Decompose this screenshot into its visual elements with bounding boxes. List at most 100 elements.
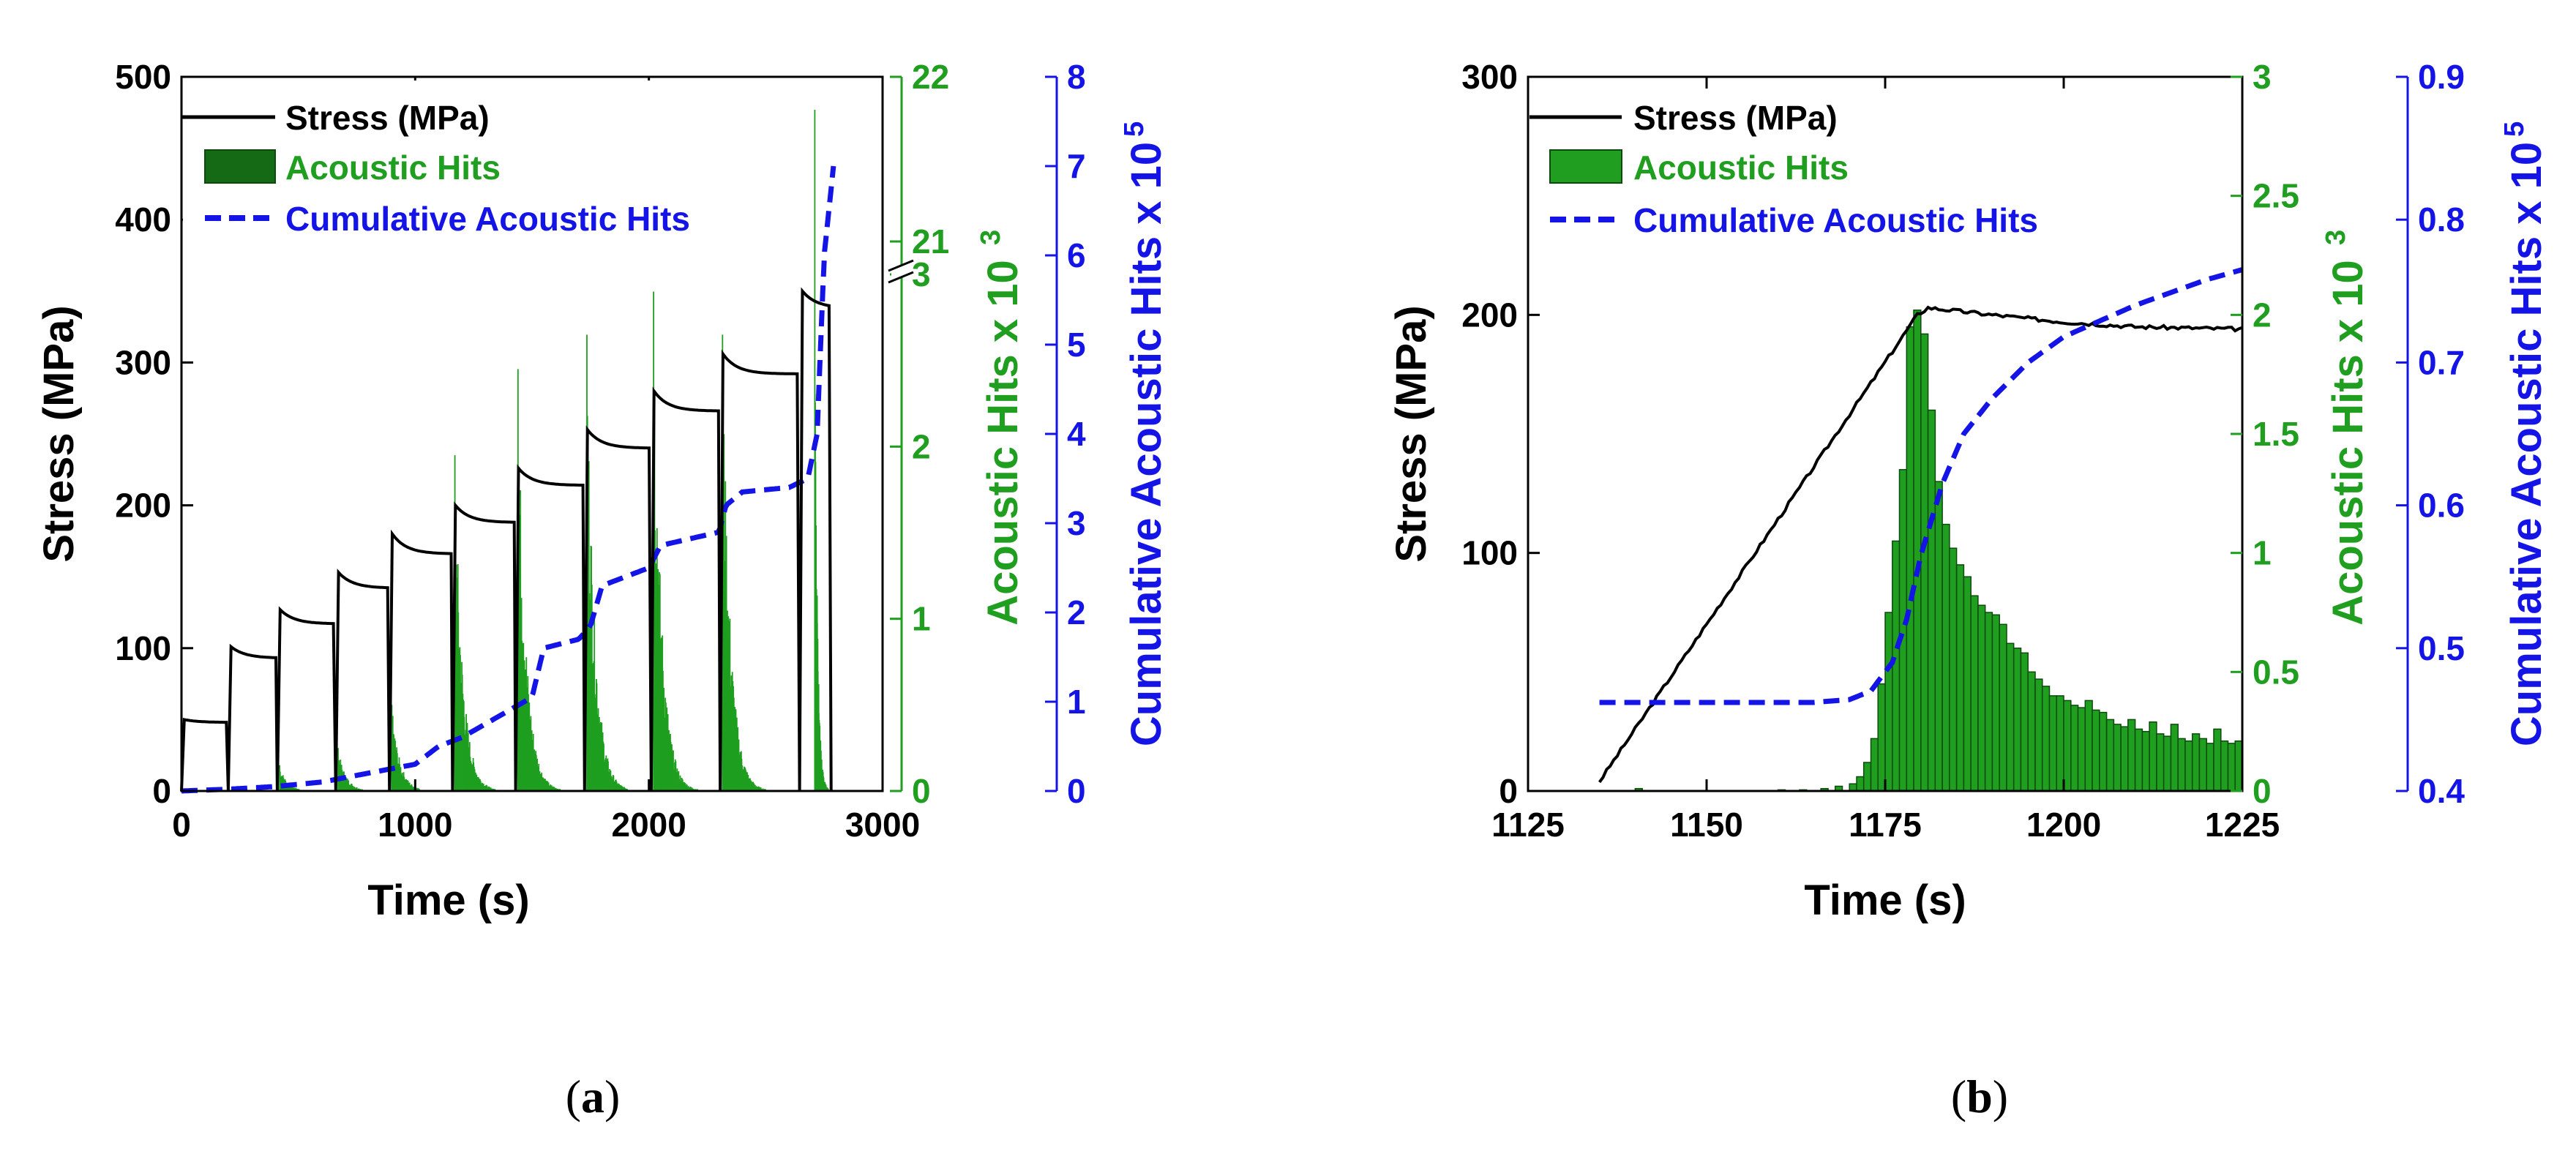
chart-a-ylabel-right: Cumulative Acoustic Hits x 10 5 [1119,121,1170,746]
legend-a-cumulative-label: Cumulative Acoustic Hits [285,200,690,238]
histogram-bar [2041,686,2051,792]
histogram-bar [1934,481,1943,792]
y-hits-tick-label: 2.5 [2253,177,2299,215]
chart-a-ylabel-mid-exponent: 3 [976,230,1006,245]
histogram-bar [2113,724,2122,792]
chart-a-ylabel-left: Stress (MPa) [35,305,83,562]
histogram-bar [1870,738,1879,792]
caption-a: (a) [566,1071,621,1122]
chart-b: 1125 1150 1175 1200 1225010020030000.511.522… [1388,58,2550,924]
y-left-tick-label: 100 [115,629,171,667]
histogram-bar [2156,733,2165,792]
chart-b-xlabel: Time (s) [1804,877,1966,924]
y-hits-tick-label: 2 [2253,296,2272,334]
histogram-bar [2006,642,2015,792]
chart-a-ylabel-right-text: Cumulative Acoustic Hits x 10 [1123,142,1170,746]
y-hits-tick-label: 1 [912,600,931,638]
x-tick-label: 0 [172,806,191,844]
histogram-bar [1999,623,2007,792]
histogram-bar [2120,726,2129,792]
y-left-tick-label: 0 [1499,772,1518,810]
acoustic-hits-histogram [1634,310,2243,792]
y-hits-tick-label: 21 [912,222,949,260]
y-left-tick-label: 300 [1461,58,1518,96]
histogram-bar [2048,695,2058,792]
y-hits-tick-label: 2 [912,427,931,465]
histogram-bar [2092,709,2100,792]
histogram-bar [2027,671,2036,792]
x-tick-label: 1175 [1849,806,1922,844]
histogram-bar [2141,730,2150,792]
histogram-bar [2163,735,2172,792]
y-hits-tick-label: 3 [2253,58,2272,96]
histogram-bar [1991,614,2000,792]
histogram-bar [2099,711,2108,792]
y-hits-tick-label: 22 [912,58,949,96]
legend-b-hits-label: Acoustic Hits [1633,149,1849,187]
y-cumulative-tick-label: 0.5 [2418,629,2465,667]
histogram-bar [2134,728,2143,792]
chart-a-hits-axis-break [888,259,914,284]
chart-b-ylabel-mid: Acoustic Hits x 10 3 [2321,230,2372,626]
histogram-bar [2127,719,2136,792]
histogram-bar [2149,721,2157,792]
chart-b-ylabel-mid-text: Acoustic Hits x 10 [2324,260,2372,626]
y-left-tick-label: 100 [1461,534,1518,572]
histogram-bar [1963,576,1972,792]
acoustic-hits-bar [417,788,419,791]
caption-b: (b) [1951,1071,2008,1122]
histogram-bar [2077,707,2086,792]
histogram-bar [2170,724,2179,792]
legend-b-stress-label: Stress (MPa) [1633,99,1838,137]
y-cumulative-tick-label: 0.8 [2418,200,2465,239]
y-hits-tick-label: 0.5 [2253,653,2299,691]
y-cumulative-tick-label: 8 [1067,58,1086,96]
y-cumulative-tick-label: 1 [1067,683,1086,721]
x-tick-label: 1150 [1670,806,1743,844]
histogram-bar [1927,409,1936,792]
histogram-bar [1955,564,1965,792]
y-left-tick-label: 400 [115,200,171,239]
y-cumulative-tick-label: 6 [1067,236,1086,274]
x-tick-label: 1125 [1491,806,1565,844]
chart-b-ylabel-right-exponent: 5 [2499,121,2530,137]
histogram-bar [2034,678,2043,792]
histogram-bar [2105,719,2115,792]
histogram-bar [2191,733,2201,792]
chart-b-legend: Stress (MPa) Acoustic Hits Cumulative Ac… [1530,99,2038,239]
y-cumulative-tick-label: 0.7 [2418,343,2465,381]
histogram-bar [2084,700,2093,792]
x-tick-label: 1000 [378,806,452,844]
y-cumulative-tick-label: 0.6 [2418,487,2465,525]
histogram-bar [2213,728,2222,792]
chart-b-ylabel-right: Cumulative Acoustic Hits x 10 5 [2499,121,2550,746]
acoustic-hits-bar [827,788,829,791]
histogram-bar [1898,469,1908,792]
chart-b-plot-area [1598,267,2243,792]
chart-a-ticks: 0 1000 2000 3000010020030040050001232122012… [115,58,1086,844]
x-tick-label: 1225 [2205,806,2280,844]
y-cumulative-tick-label: 0.9 [2418,58,2465,96]
histogram-bar [1884,612,1893,792]
acoustic-hits-bar [762,788,764,791]
histogram-bar [1906,326,1914,792]
histogram-bar [2063,700,2072,792]
histogram-bar [2177,738,2186,792]
x-tick-label: 2000 [611,806,686,844]
y-cumulative-tick-label: 7 [1067,147,1086,185]
y-left-tick-label: 200 [115,487,171,525]
caption-a-text: (a) [566,1071,621,1122]
caption-b-text: (b) [1951,1071,2008,1122]
histogram-bar [1862,762,1872,792]
y-left-tick-label: 200 [1461,296,1518,334]
chart-a-plot-area [180,110,836,794]
chart-a-ylabel-right-exponent: 5 [1119,121,1150,137]
histogram-bar [2220,740,2229,792]
chart-a-frame [180,75,884,792]
y-left-tick-label: 0 [152,772,171,810]
y-hits-tick-label: 3 [912,255,931,293]
legend-a-hits-swatch [204,149,276,184]
histogram-bar [2012,648,2022,792]
chart-a-ylabel-mid: Acoustic Hits x 10 3 [976,230,1027,626]
